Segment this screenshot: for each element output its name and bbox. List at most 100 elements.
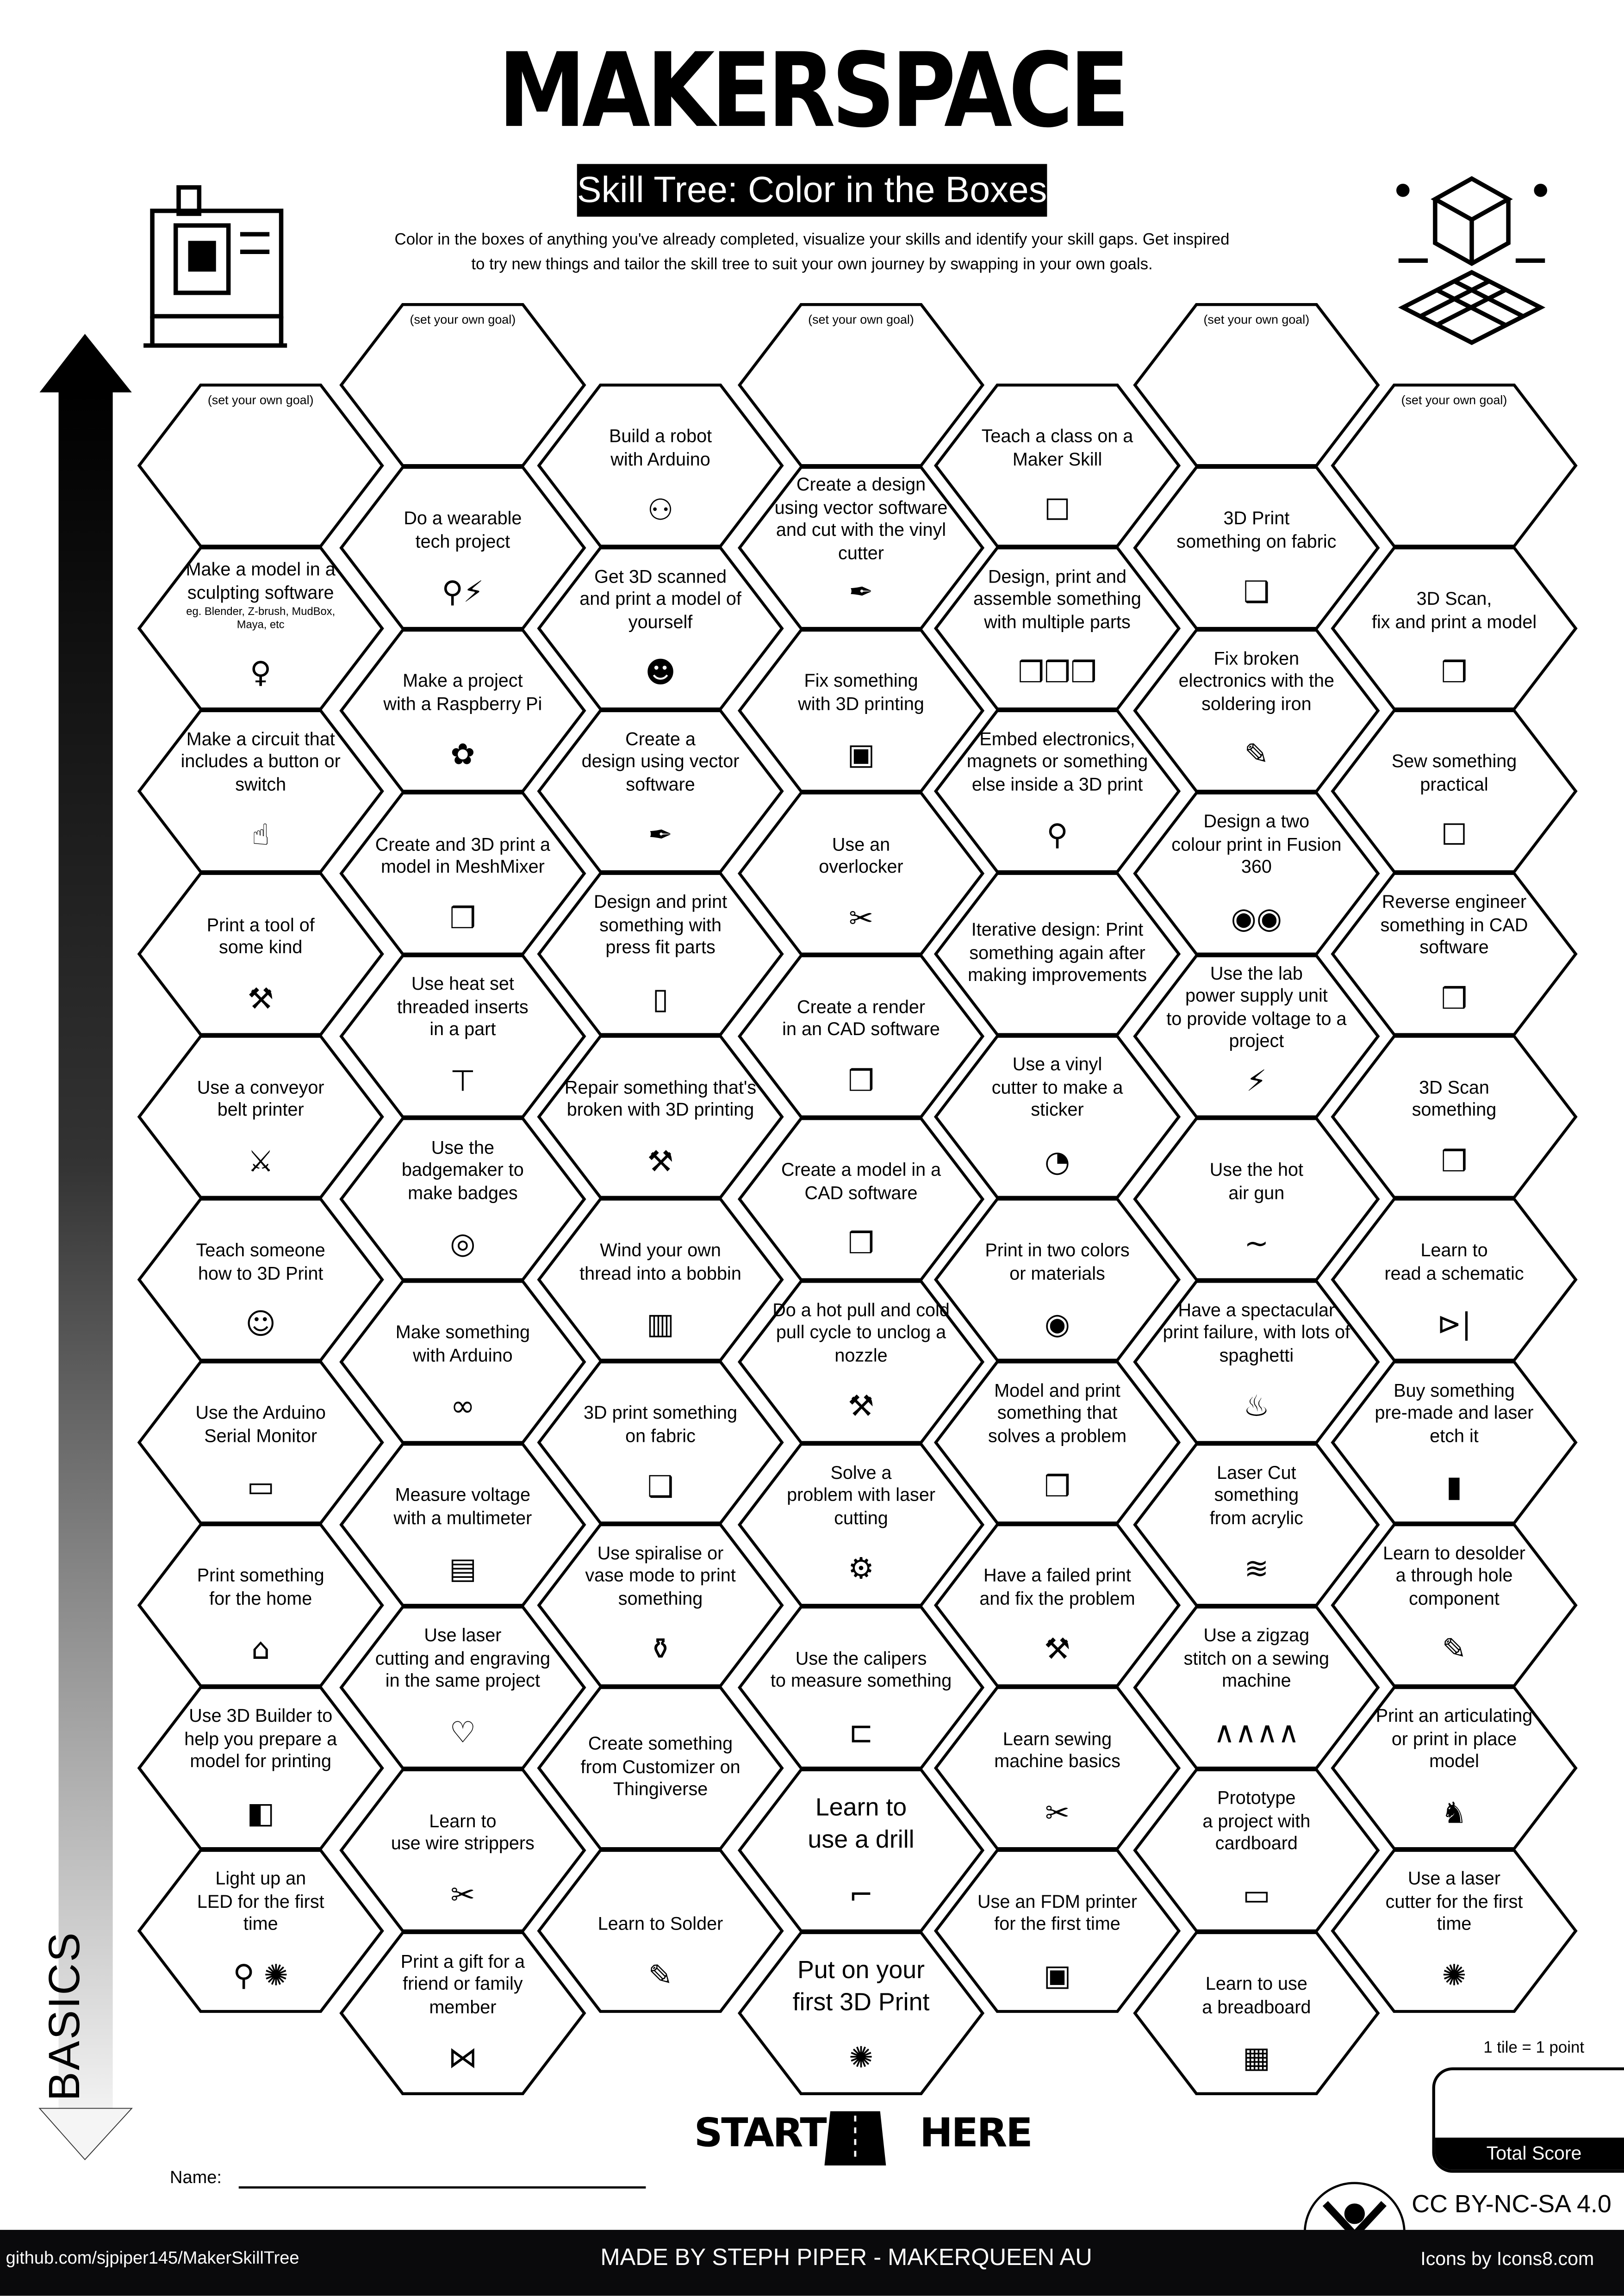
skill-hex-tile[interactable] xyxy=(933,872,1181,1036)
name-input[interactable] xyxy=(239,2161,646,2187)
skill-hex-tile[interactable] xyxy=(737,1117,985,1281)
soldering-iron-icon: ✎ xyxy=(648,1957,673,1992)
skill-hex-tile[interactable] xyxy=(1133,303,1380,467)
skill-hex-tile[interactable] xyxy=(1133,1280,1380,1444)
skill-hex-tile[interactable] xyxy=(537,384,784,548)
skill-hex-tile[interactable] xyxy=(737,791,985,956)
skill-hex-tile[interactable] xyxy=(537,1198,784,1362)
skill-hex-tile[interactable] xyxy=(339,1443,586,1607)
skill-hex-tile[interactable] xyxy=(537,872,784,1036)
skill-hex-tile[interactable] xyxy=(933,1360,1181,1525)
skill-hex-tile[interactable] xyxy=(339,791,586,956)
skill-hex-tile[interactable] xyxy=(1331,872,1578,1036)
skill-hex-tile[interactable] xyxy=(737,303,985,467)
filament-spools-icon: ◉◉ xyxy=(1231,900,1282,935)
tools-icon: ⚒ xyxy=(1044,1632,1070,1667)
vase-icon: ⚱ xyxy=(648,1632,673,1667)
skill-hex-tile[interactable] xyxy=(737,1280,985,1444)
skill-hex-tile[interactable] xyxy=(1331,546,1578,711)
skill-hex-tile[interactable] xyxy=(737,1768,985,1933)
skill-hex-tile[interactable] xyxy=(537,1849,784,2013)
skill-label: Print in two colors or materials xyxy=(952,1240,1163,1285)
skill-hex-tile[interactable] xyxy=(1133,1931,1380,2095)
skill-label-text: Reverse engineer something in CAD softwa… xyxy=(1380,892,1528,958)
skill-hex-tile[interactable] xyxy=(1331,1360,1578,1525)
skill-hex-tile[interactable] xyxy=(933,1035,1181,1199)
skill-hex-tile[interactable] xyxy=(537,1523,784,1688)
skill-hex-tile[interactable] xyxy=(1133,628,1380,793)
skill-label-text: Create a model in a CAD software xyxy=(781,1160,941,1203)
skill-hex-tile[interactable] xyxy=(737,628,985,793)
skill-hex-tile[interactable] xyxy=(737,1443,985,1607)
skill-hex-tile[interactable] xyxy=(1133,954,1380,1118)
skill-hex-tile[interactable] xyxy=(1133,1768,1380,1933)
skill-hex-tile[interactable] xyxy=(339,1931,586,2095)
statue-icon: ♀ xyxy=(250,654,272,690)
skill-hex-tile[interactable] xyxy=(137,709,384,874)
skill-hex-tile[interactable] xyxy=(1331,1523,1578,1688)
skill-hex-tile[interactable] xyxy=(933,384,1181,548)
skill-label: Make something with Arduino xyxy=(357,1322,568,1368)
skill-label-text: Create a design using vector software xyxy=(581,729,740,795)
skill-hex-tile[interactable] xyxy=(537,546,784,711)
skill-hex-tile[interactable] xyxy=(537,1360,784,1525)
skill-hex-tile[interactable] xyxy=(137,546,384,711)
skill-hex-tile[interactable] xyxy=(537,709,784,874)
skill-hex-tile[interactable] xyxy=(339,1117,586,1281)
skill-hex-tile[interactable] xyxy=(339,1605,586,1770)
skill-hex-tile[interactable] xyxy=(933,1523,1181,1688)
skill-hex-tile[interactable] xyxy=(933,546,1181,711)
skill-hex-tile[interactable] xyxy=(1331,709,1578,874)
skill-hex-tile[interactable] xyxy=(137,1198,384,1362)
skill-hex-tile[interactable] xyxy=(1133,791,1380,956)
skill-label: Use a conveyor belt printer xyxy=(155,1077,366,1123)
skill-hex-tile[interactable] xyxy=(933,1686,1181,1850)
multimeter-icon: ▤ xyxy=(448,1551,477,1587)
skill-arrow xyxy=(38,334,133,2160)
skill-hex-tile[interactable] xyxy=(339,1280,586,1444)
skill-hex-tile[interactable] xyxy=(737,954,985,1118)
skill-label: Measure voltage with a multimeter xyxy=(357,1485,568,1531)
skill-hex-tile[interactable] xyxy=(1133,1605,1380,1770)
skill-hex-tile[interactable] xyxy=(339,303,586,467)
github-link[interactable]: github.com/sjpiper145/MakerSkillTree xyxy=(6,2247,299,2268)
skill-hex-tile[interactable] xyxy=(137,384,384,548)
skill-hex-tile[interactable] xyxy=(137,1360,384,1525)
skill-hex-tile[interactable] xyxy=(1331,1198,1578,1362)
skill-label: Use 3D Builder to help you prepare a mod… xyxy=(155,1706,366,1774)
arduino-icon: ∞ xyxy=(450,1388,475,1424)
skill-hex-tile[interactable] xyxy=(737,1931,985,2095)
skill-hex-tile[interactable] xyxy=(933,1198,1181,1362)
skill-hex-tile[interactable] xyxy=(137,872,384,1036)
skill-hex-tile[interactable] xyxy=(537,1035,784,1199)
skill-label-text: 3D Scan something xyxy=(1412,1077,1497,1121)
skill-hex-tile[interactable] xyxy=(1331,1849,1578,2013)
skill-hex-tile[interactable] xyxy=(1331,1035,1578,1199)
skill-hex-tile[interactable] xyxy=(737,1605,985,1770)
icons-credit-link[interactable]: Icons by Icons8.com xyxy=(1420,2247,1594,2270)
skill-label: Use heat set threaded inserts in a part xyxy=(357,974,568,1042)
skill-hex-tile[interactable] xyxy=(137,1035,384,1199)
skill-hex-tile[interactable] xyxy=(933,709,1181,874)
skill-hex-tile[interactable] xyxy=(339,1768,586,1933)
skill-hex-tile[interactable] xyxy=(1331,384,1578,548)
set-own-goal-label: (set your own goal) xyxy=(1401,392,1507,407)
skill-hex-tile[interactable] xyxy=(1133,465,1380,630)
skill-hex-tile[interactable] xyxy=(137,1849,384,2013)
skill-hex-tile[interactable] xyxy=(1133,1443,1380,1607)
skill-label-text: Teach someone how to 3D Print xyxy=(196,1240,325,1284)
skill-hex-tile[interactable] xyxy=(339,465,586,630)
skill-hex-tile[interactable] xyxy=(933,1849,1181,2013)
skill-hex-tile[interactable] xyxy=(1133,1117,1380,1281)
skill-hex-tile[interactable] xyxy=(537,1686,784,1850)
skill-hex-tile[interactable] xyxy=(339,954,586,1118)
total-score-box[interactable]: Total Score xyxy=(1432,2067,1624,2173)
skill-label: Model and print something that solves a … xyxy=(952,1380,1163,1448)
skill-hex-tile[interactable] xyxy=(137,1523,384,1688)
skill-label-text: Get 3D scanned and print a model of your… xyxy=(579,566,741,632)
skill-hex-tile[interactable] xyxy=(339,628,586,793)
skill-hex-tile[interactable] xyxy=(137,1686,384,1850)
wire-stripper-icon: ✂ xyxy=(450,1876,475,1912)
skill-hex-tile[interactable] xyxy=(1331,1686,1578,1850)
skill-hex-tile[interactable] xyxy=(737,465,985,630)
